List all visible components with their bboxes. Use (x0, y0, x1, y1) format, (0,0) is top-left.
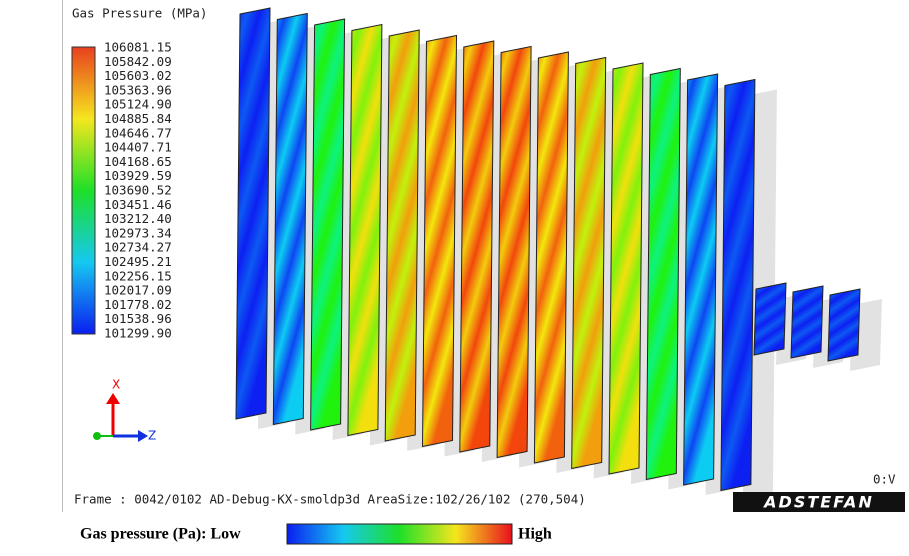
legend-label: 102017.09 (104, 283, 172, 298)
legend-label: 106081.15 (104, 40, 172, 55)
color-bar (71, 46, 96, 335)
plate (235, 7, 271, 420)
legend-label: 103212.40 (104, 211, 172, 226)
legend-label: 104407.71 (104, 140, 172, 155)
axis-x-label: X (112, 378, 120, 392)
legend-label: 101538.96 (104, 311, 172, 326)
plate (720, 78, 756, 492)
plate (459, 40, 495, 453)
logo: ADSTEFAN (762, 493, 874, 512)
caption-label: Gas pressure (Pa): Low (80, 526, 241, 543)
legend-label: 101299.90 (104, 326, 172, 341)
caption-high: High (518, 526, 552, 543)
legend-label: 105603.02 (104, 68, 172, 83)
logo-bg (733, 492, 905, 512)
axis-triad: X Z (93, 378, 156, 443)
legend-label: 101778.02 (104, 297, 172, 312)
caption-bar (286, 523, 513, 545)
legend-label: 105124.90 (104, 97, 172, 112)
plate (310, 18, 346, 431)
plate (496, 45, 532, 459)
plate (645, 67, 681, 481)
plate (272, 12, 308, 426)
legend-label: 104646.77 (104, 125, 172, 140)
legend-label: 102495.21 (104, 254, 172, 269)
legend-label: 104168.65 (104, 154, 172, 169)
legend-label: 103690.52 (104, 183, 172, 198)
legend-labels: 106081.15105842.09105603.02105363.961051… (104, 40, 172, 341)
plate (384, 29, 420, 442)
status-text: Frame : 0042/0102 AD-Debug-KX-smoldp3d A… (74, 492, 586, 507)
plate (683, 73, 719, 486)
axis-z-label: Z (148, 429, 156, 443)
plate (571, 56, 607, 470)
legend-label: 102734.27 (104, 240, 172, 255)
plate (753, 282, 787, 356)
legend-label: 102256.15 (104, 268, 172, 283)
model (235, 7, 882, 501)
legend-label: 105363.96 (104, 82, 172, 97)
plate (790, 285, 824, 359)
legend-label: 103929.59 (104, 168, 172, 183)
legend-label: 104885.84 (104, 111, 172, 126)
view-label: 0:V (873, 472, 896, 487)
plate (533, 51, 569, 464)
plate (608, 62, 644, 475)
plate (421, 34, 458, 448)
legend-label: 103451.46 (104, 197, 172, 212)
legend-title: Gas Pressure (MPa) (72, 6, 207, 21)
legend-label: 102973.34 (104, 225, 172, 240)
legend-label: 105842.09 (104, 54, 172, 69)
plate (347, 23, 383, 437)
plate (827, 288, 861, 362)
